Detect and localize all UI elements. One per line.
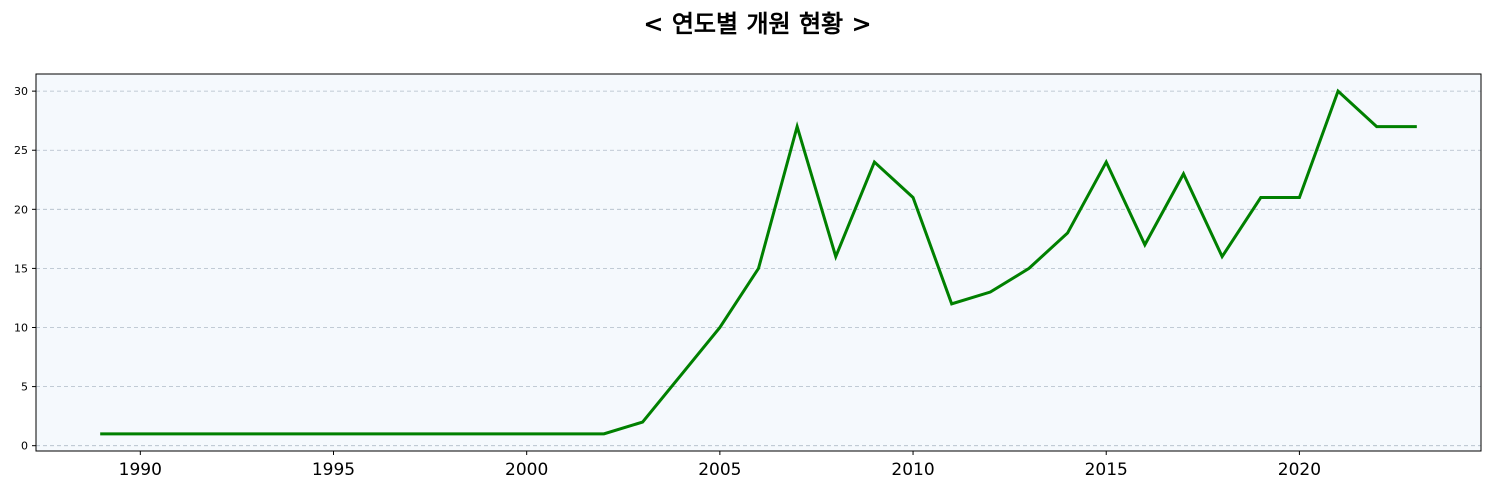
- series-group: [100, 88, 1417, 436]
- y-tick-label: 10: [14, 322, 28, 335]
- x-tick-label: 2005: [698, 460, 741, 480]
- y-tick-label: 25: [14, 144, 28, 157]
- y-tick-label: 15: [14, 262, 28, 275]
- plot-area: [36, 74, 1481, 451]
- grid-lines: [36, 90, 1481, 447]
- y-tick-label: 0: [21, 440, 28, 453]
- x-tick-label: 2000: [505, 460, 548, 480]
- y-tick-label: 20: [14, 203, 28, 216]
- series-line: [100, 88, 1417, 436]
- chart-title: < 연도별 개원 현황 >: [643, 10, 872, 38]
- y-tick-label: 30: [14, 85, 28, 98]
- x-tick-label: 2015: [1085, 460, 1128, 480]
- x-tick-label: 2010: [891, 460, 934, 480]
- x-axis: 1990 1995 2000 2005 2010 2015 2020: [119, 451, 1321, 480]
- x-tick-label: 1995: [312, 460, 355, 480]
- x-tick-label: 2020: [1278, 460, 1321, 480]
- y-tick-label: 5: [21, 381, 28, 394]
- plot-frame: [35, 73, 1482, 452]
- x-tick-label: 1990: [119, 460, 162, 480]
- y-axis: 0 5 10 15 20 25 30: [14, 85, 36, 453]
